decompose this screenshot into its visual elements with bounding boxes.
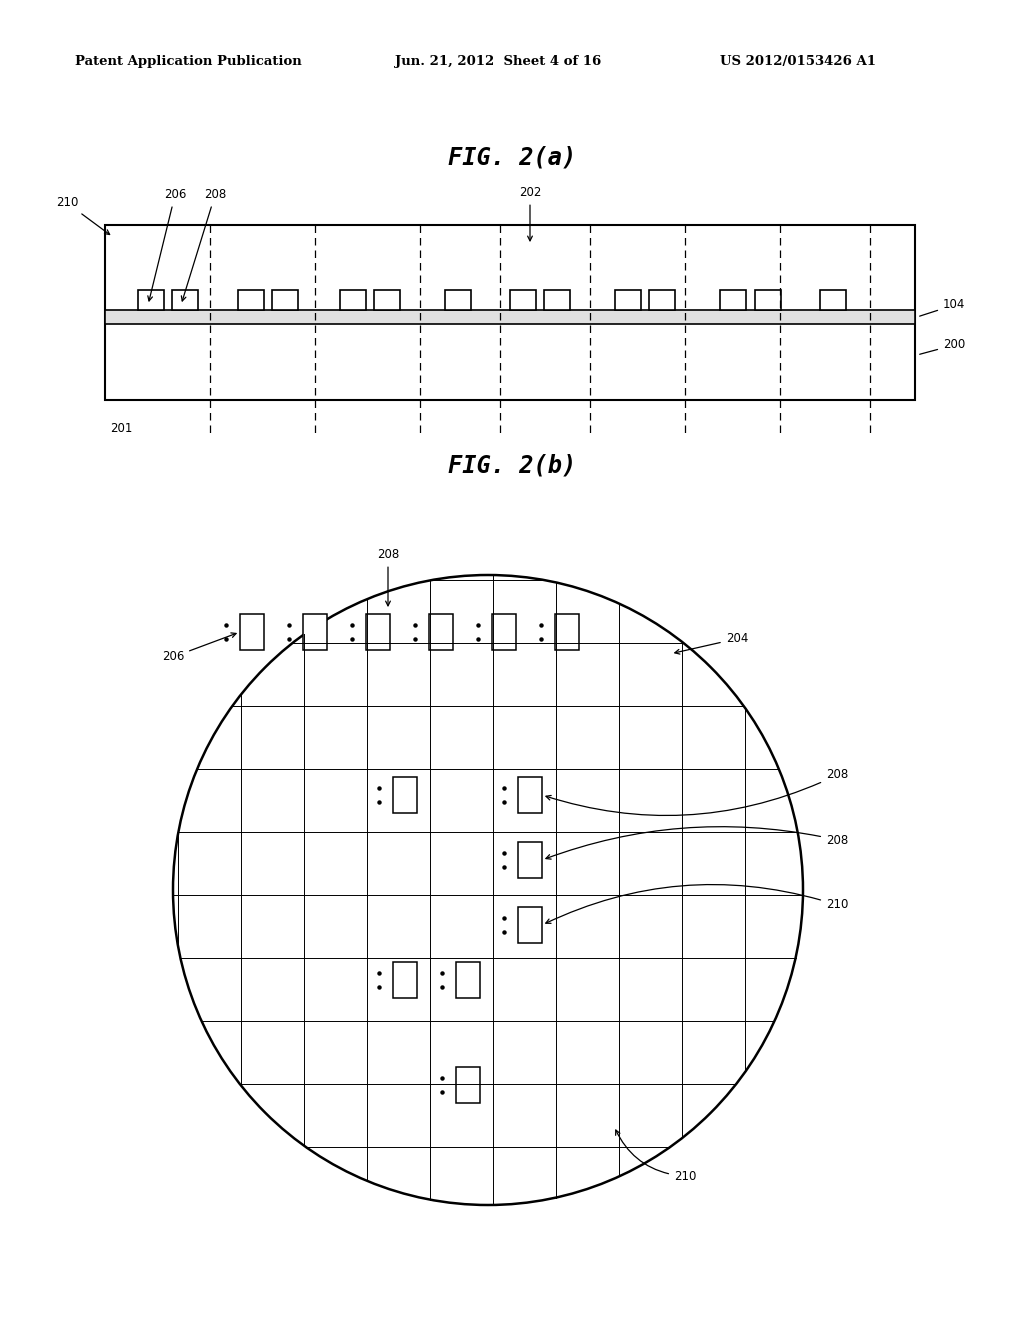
Text: 200: 200 — [920, 338, 966, 354]
Bar — [105, 310, 915, 323]
Bar — [720, 290, 746, 310]
Text: 208: 208 — [546, 826, 848, 859]
Text: 206: 206 — [162, 632, 237, 664]
Bar — [172, 290, 198, 310]
Text: Patent Application Publication: Patent Application Publication — [75, 55, 302, 69]
Text: 204: 204 — [675, 632, 749, 655]
Text: 202: 202 — [519, 186, 542, 240]
Text: FIG. 2(a): FIG. 2(a) — [447, 147, 577, 170]
Bar — [755, 290, 781, 310]
Text: 201: 201 — [110, 422, 132, 436]
Text: 208: 208 — [546, 768, 848, 816]
Bar — [374, 290, 400, 310]
Bar — [240, 614, 264, 649]
Bar — [456, 1067, 480, 1104]
Bar — [393, 777, 417, 813]
Bar — [303, 614, 327, 649]
Bar — [238, 290, 264, 310]
Bar — [544, 290, 570, 310]
Bar — [393, 962, 417, 998]
Bar — [138, 290, 164, 310]
Bar — [555, 614, 579, 649]
Bar — [518, 777, 542, 813]
Text: Jun. 21, 2012  Sheet 4 of 16: Jun. 21, 2012 Sheet 4 of 16 — [395, 55, 601, 69]
Text: 208: 208 — [377, 549, 399, 606]
Bar — [429, 614, 453, 649]
Bar — [492, 614, 516, 649]
Text: US 2012/0153426 A1: US 2012/0153426 A1 — [720, 55, 876, 69]
Text: 210: 210 — [615, 1130, 696, 1183]
Bar — [518, 907, 542, 942]
Bar — [820, 290, 846, 310]
Text: FIG. 2(b): FIG. 2(b) — [447, 453, 577, 477]
Bar — [615, 290, 641, 310]
Text: 208: 208 — [181, 189, 226, 301]
Bar — [445, 290, 471, 310]
Text: 206: 206 — [147, 189, 186, 301]
Text: 210: 210 — [546, 884, 848, 923]
Bar — [510, 290, 536, 310]
Bar — [272, 290, 298, 310]
Bar — [649, 290, 675, 310]
Bar — [366, 614, 390, 649]
Bar — [105, 224, 915, 400]
Text: 104: 104 — [920, 298, 966, 317]
Text: 210: 210 — [56, 197, 110, 235]
Bar — [456, 962, 480, 998]
Bar — [518, 842, 542, 878]
Bar — [340, 290, 366, 310]
